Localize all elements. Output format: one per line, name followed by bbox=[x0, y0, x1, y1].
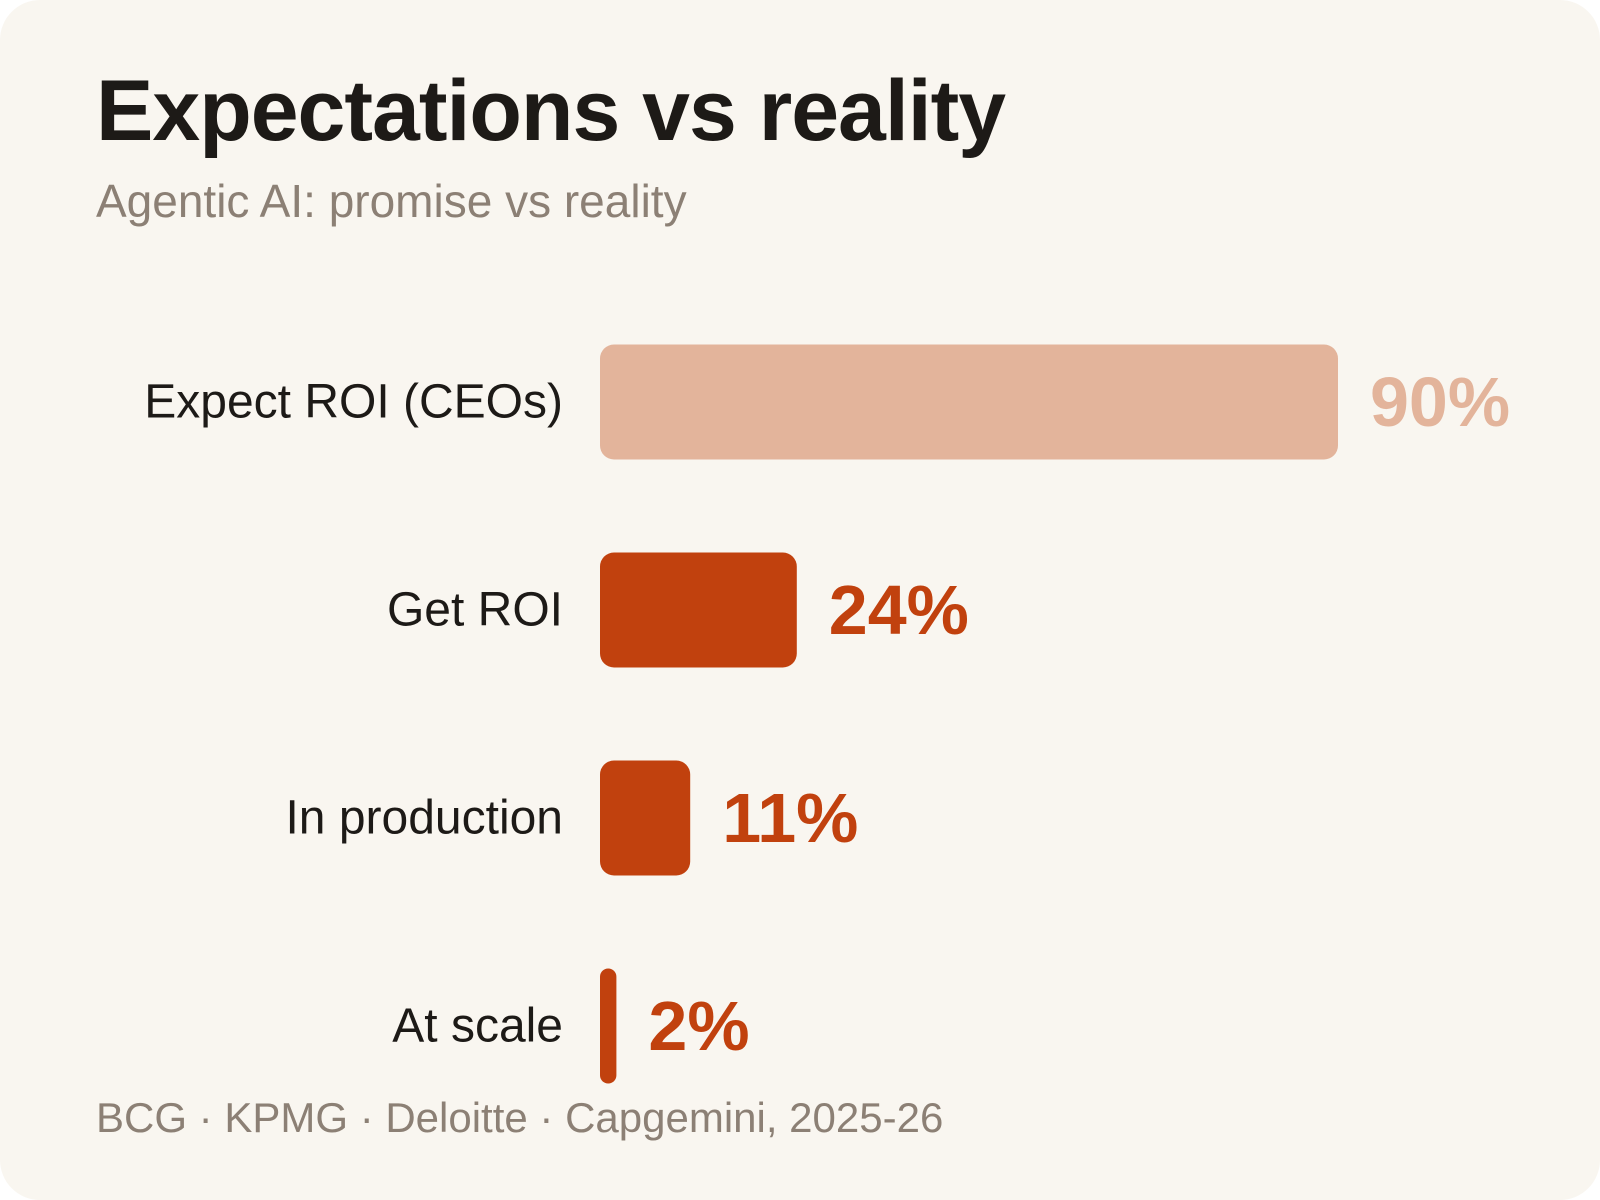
value-label: 24% bbox=[829, 571, 969, 649]
bar bbox=[600, 344, 1338, 460]
chart-subtitle: Agentic AI: promise vs reality bbox=[96, 175, 687, 227]
value-label: 11% bbox=[722, 779, 858, 857]
value-label: 2% bbox=[648, 987, 749, 1065]
category-label: Expect ROI (CEOs) bbox=[144, 376, 563, 429]
value-label: 90% bbox=[1370, 363, 1510, 441]
chart-title: Expectations vs reality bbox=[96, 63, 1006, 159]
category-label: Get ROI bbox=[387, 584, 563, 637]
source-note: BCG · KPMG · Deloitte · Capgemini, 2025-… bbox=[96, 1094, 944, 1141]
bar bbox=[600, 552, 797, 668]
bar bbox=[600, 968, 617, 1084]
category-label: In production bbox=[285, 792, 563, 845]
category-label: At scale bbox=[392, 1000, 563, 1053]
bar bbox=[600, 760, 691, 876]
